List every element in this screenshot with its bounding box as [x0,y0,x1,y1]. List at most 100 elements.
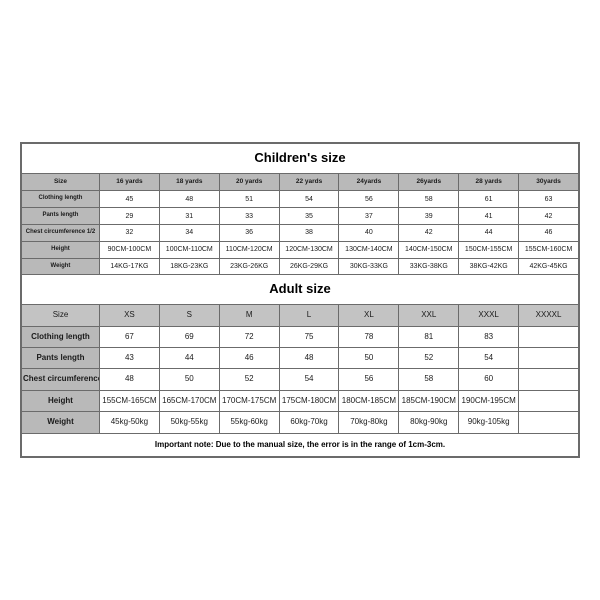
cell: 61 [459,191,519,208]
cell: 34 [159,224,219,241]
cell: 80kg-90kg [399,412,459,433]
children-size-label: Size [22,173,100,190]
cell: 54 [279,369,339,390]
children-col-5: 26yards [399,173,459,190]
cell: 37 [339,208,399,225]
cell [519,412,579,433]
children-pants-length-row: Pants length 29 31 33 35 37 39 41 42 [22,208,579,225]
adult-title: Adult size [22,275,579,305]
cell: 41 [459,208,519,225]
cell: 46 [519,224,579,241]
cell: 72 [219,326,279,347]
row-label: Clothing length [22,326,100,347]
cell: 180CM-185CM [339,390,399,411]
adult-weight-row: Weight 45kg-50kg 50kg-55kg 55kg-60kg 60k… [22,412,579,433]
cell: 39 [399,208,459,225]
adult-col-4: XL [339,305,399,326]
cell: 45kg-50kg [99,412,159,433]
children-col-3: 22 yards [279,173,339,190]
cell: 31 [159,208,219,225]
cell: 55kg-60kg [219,412,279,433]
adult-col-6: XXXL [459,305,519,326]
cell: 54 [459,348,519,369]
cell: 42 [399,224,459,241]
cell: 170CM-175CM [219,390,279,411]
note-row: Important note: Due to the manual size, … [22,433,579,456]
children-clothing-length-row: Clothing length 45 48 51 54 56 58 61 63 [22,191,579,208]
cell: 48 [159,191,219,208]
cell: 130CM-140CM [339,241,399,258]
cell: 165CM-170CM [159,390,219,411]
cell: 185CM-190CM [399,390,459,411]
cell: 50 [159,369,219,390]
cell: 60kg-70kg [279,412,339,433]
row-label: Weight [22,412,100,433]
children-chest-row: Chest circumference 1/2 32 34 36 38 40 4… [22,224,579,241]
adult-chest-row: Chest circumference 1/2 48 50 52 54 56 5… [22,369,579,390]
cell: 56 [339,369,399,390]
row-label: Weight [22,258,100,275]
row-label: Chest circumference 1/2 [22,224,100,241]
adult-col-3: L [279,305,339,326]
cell: 90kg-105kg [459,412,519,433]
adult-header-row: Size XS S M L XL XXL XXXL XXXXL [22,305,579,326]
cell: 90CM-100CM [99,241,159,258]
cell: 43 [99,348,159,369]
cell: 36 [219,224,279,241]
row-label: Height [22,390,100,411]
cell: 45 [99,191,159,208]
children-height-row: Height 90CM-100CM 100CM-110CM 110CM-120C… [22,241,579,258]
cell: 32 [99,224,159,241]
cell: 38KG-42KG [459,258,519,275]
cell: 44 [459,224,519,241]
cell [519,326,579,347]
cell: 33KG-38KG [399,258,459,275]
cell: 120CM-130CM [279,241,339,258]
cell: 52 [219,369,279,390]
cell: 140CM-150CM [399,241,459,258]
cell: 48 [99,369,159,390]
adult-col-5: XXL [399,305,459,326]
cell: 50kg-55kg [159,412,219,433]
children-title: Children's size [22,144,579,174]
cell: 60 [459,369,519,390]
cell: 150CM-155CM [459,241,519,258]
important-note: Important note: Due to the manual size, … [22,433,579,456]
children-col-7: 30yards [519,173,579,190]
cell: 190CM-195CM [459,390,519,411]
cell: 14KG-17KG [99,258,159,275]
row-label: Chest circumference 1/2 [22,369,100,390]
adult-col-7: XXXXL [519,305,579,326]
cell: 51 [219,191,279,208]
cell: 33 [219,208,279,225]
row-label: Pants length [22,208,100,225]
cell: 38 [279,224,339,241]
cell: 40 [339,224,399,241]
adult-pants-length-row: Pants length 43 44 46 48 50 52 54 [22,348,579,369]
adult-col-2: M [219,305,279,326]
cell [519,390,579,411]
cell [519,348,579,369]
cell: 83 [459,326,519,347]
children-col-2: 20 yards [219,173,279,190]
cell: 18KG-23KG [159,258,219,275]
children-title-row: Children's size [22,144,579,174]
cell: 100CM-110CM [159,241,219,258]
row-label: Height [22,241,100,258]
adult-col-0: XS [99,305,159,326]
cell: 35 [279,208,339,225]
cell: 29 [99,208,159,225]
cell: 155CM-160CM [519,241,579,258]
size-chart-sheet: Children's size Size 16 yards 18 yards 2… [20,142,580,458]
cell: 175CM-180CM [279,390,339,411]
cell: 67 [99,326,159,347]
size-table: Children's size Size 16 yards 18 yards 2… [21,143,579,457]
cell: 48 [279,348,339,369]
cell: 26KG-29KG [279,258,339,275]
children-header-row: Size 16 yards 18 yards 20 yards 22 yards… [22,173,579,190]
children-col-6: 28 yards [459,173,519,190]
cell: 30KG-33KG [339,258,399,275]
cell: 44 [159,348,219,369]
cell: 42KG-45KG [519,258,579,275]
adult-col-1: S [159,305,219,326]
